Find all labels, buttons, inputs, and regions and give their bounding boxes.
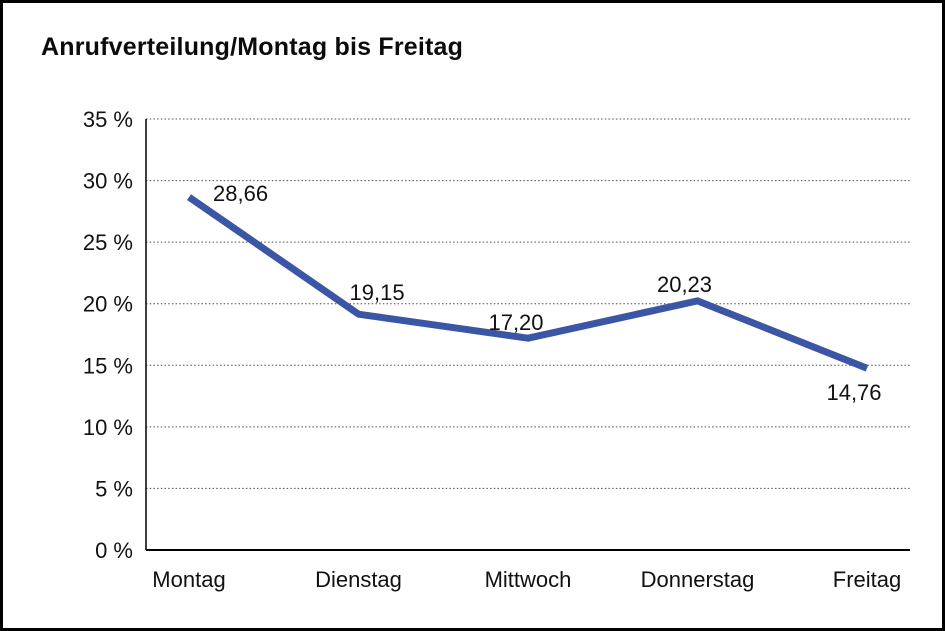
line-chart: 0 % 5 % 10 % 15 % 20 % 25 % 30 % 35 % Montag Dien…	[83, 107, 910, 592]
x-axis-category-label: Montag	[152, 567, 225, 592]
y-axis-tick-label: 25 %	[83, 230, 133, 255]
y-axis-tick-label: 35 %	[83, 107, 133, 132]
data-point-label: 20,23	[657, 272, 712, 297]
y-axis-tick-label: 10 %	[83, 415, 133, 440]
y-axis-tick-label: 0 %	[95, 538, 133, 563]
data-point-label: 17,20	[488, 310, 543, 335]
data-point-label: 28,66	[213, 181, 268, 206]
x-axis-category-label: Donnerstag	[641, 567, 755, 592]
data-series-line	[187, 194, 869, 372]
y-axis-tick-label: 20 %	[83, 292, 133, 317]
y-axis-tick-label: 15 %	[83, 353, 133, 378]
x-axis-category-label: Mittwoch	[485, 567, 572, 592]
data-point-label: 19,15	[350, 280, 405, 305]
x-axis-category-label: Freitag	[833, 567, 901, 592]
y-axis-tick-label: 30 %	[83, 169, 133, 194]
chart-title: Anrufverteilung/Montag bis Freitag	[41, 33, 464, 61]
data-point-label: 14,76	[826, 380, 881, 405]
y-axis-tick-label: 5 %	[95, 476, 133, 501]
x-axis-category-label: Dienstag	[315, 567, 402, 592]
